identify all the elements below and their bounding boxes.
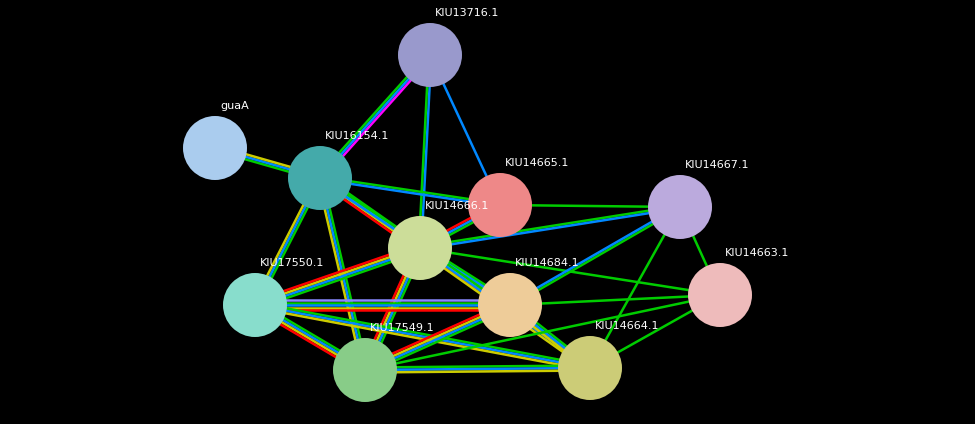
Text: KIU14684.1: KIU14684.1 — [515, 258, 579, 268]
Circle shape — [558, 336, 622, 400]
Text: KIU14663.1: KIU14663.1 — [725, 248, 790, 258]
Text: KIU14664.1: KIU14664.1 — [595, 321, 659, 331]
Circle shape — [398, 23, 462, 87]
Circle shape — [288, 146, 352, 210]
Text: guaA: guaA — [220, 101, 249, 111]
Circle shape — [648, 175, 712, 239]
Circle shape — [223, 273, 287, 337]
Text: KIU14667.1: KIU14667.1 — [685, 160, 750, 170]
Circle shape — [333, 338, 397, 402]
Text: KIU17549.1: KIU17549.1 — [370, 323, 435, 333]
Text: KIU14665.1: KIU14665.1 — [505, 158, 569, 168]
Text: KIU16154.1: KIU16154.1 — [325, 131, 389, 141]
Circle shape — [468, 173, 532, 237]
Circle shape — [688, 263, 752, 327]
Circle shape — [388, 216, 452, 280]
Circle shape — [478, 273, 542, 337]
Circle shape — [183, 116, 247, 180]
Text: KIU13716.1: KIU13716.1 — [435, 8, 499, 18]
Text: KIU14666.1: KIU14666.1 — [425, 201, 489, 211]
Text: KIU17550.1: KIU17550.1 — [260, 258, 325, 268]
